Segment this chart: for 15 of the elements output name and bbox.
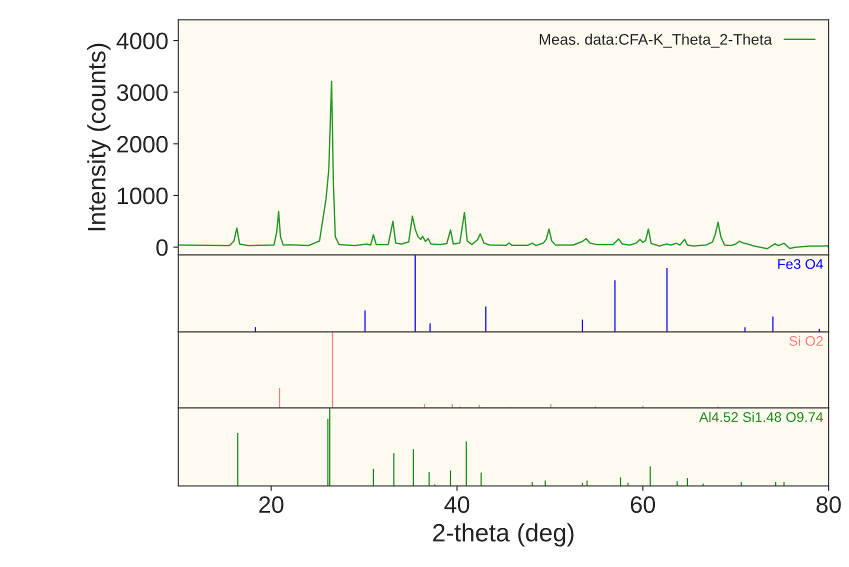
y-tick-label: 3000 <box>116 84 168 101</box>
x-tick-label: 40 <box>444 496 470 513</box>
x-tick-label: 80 <box>816 496 841 513</box>
x-tick-label: 20 <box>259 496 284 513</box>
text: Fe3 O4 <box>778 259 824 269</box>
y-axis-title: Intensity (counts) <box>87 44 110 230</box>
x-tick-label: 60 <box>630 496 656 513</box>
y-tick-label: 1000 <box>118 188 168 204</box>
y-tick-label: 2000 <box>117 136 168 153</box>
text: Al4.52 Si1.48 O9.74 <box>699 412 824 422</box>
legend-label: Meas. data:CFA-K_Theta_2-Theta <box>540 34 772 48</box>
x-axis-title: 2-theta (deg) <box>433 523 574 547</box>
y-tick-label: 0 <box>156 239 168 256</box>
y-tick-label: 4000 <box>116 32 168 50</box>
text: Si O2 <box>789 336 823 346</box>
